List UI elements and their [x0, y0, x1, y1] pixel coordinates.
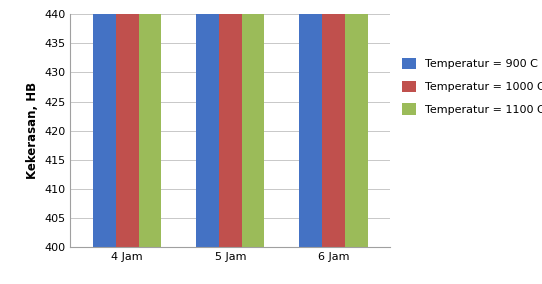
Bar: [219, 0, 242, 247]
Bar: [116, 0, 139, 247]
Legend: Temperatur = 900 C, Temperatur = 1000 C, Temperatur = 1100 C: Temperatur = 900 C, Temperatur = 1000 C,…: [399, 55, 542, 118]
Bar: [139, 0, 161, 247]
Bar: [345, 0, 367, 247]
Bar: [300, 0, 322, 247]
Bar: [196, 0, 219, 247]
Bar: [242, 0, 264, 247]
Y-axis label: Kekerasan, HB: Kekerasan, HB: [26, 82, 39, 179]
Bar: [322, 0, 345, 247]
Bar: [93, 0, 116, 247]
